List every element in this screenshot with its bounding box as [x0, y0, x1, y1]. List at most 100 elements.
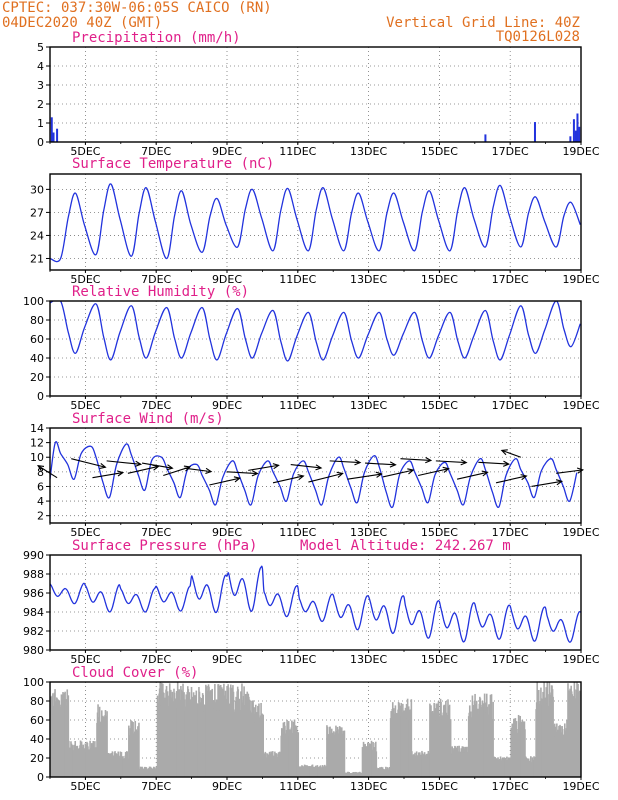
rh-xtick-label: 7DEC	[141, 399, 171, 412]
cloud-ytick-label: 40	[30, 733, 44, 746]
wind-vector	[329, 460, 361, 464]
wind-vector	[495, 475, 527, 484]
wind-ytick-label: 14	[30, 422, 44, 435]
wind-vector-head	[407, 468, 415, 475]
wind-ytick-label: 6	[37, 480, 44, 493]
wind-vector-head	[183, 465, 192, 472]
wind-vector	[501, 449, 522, 458]
wind-vector-head	[555, 479, 564, 486]
date-header: 04DEC2020 40Z (GMT)	[2, 15, 162, 31]
cloud-ytick-label: 80	[30, 695, 44, 708]
cloud-bar	[297, 732, 300, 777]
cloud-xtick-label: 13DEC	[350, 780, 387, 793]
temp-ytick-label: 27	[30, 206, 44, 219]
precip-title: Precipitation (mm/h)	[72, 30, 241, 46]
wind-vector	[127, 465, 159, 474]
wind-vector-head	[425, 457, 433, 464]
rh-xtick-label: 13DEC	[350, 399, 387, 412]
wind-vector	[478, 461, 509, 465]
cloud-bar	[343, 730, 346, 777]
pressure-annotation: Model Altitude: 242.267 m	[300, 538, 511, 554]
rh-ytick-label: 20	[30, 371, 44, 384]
wind-vector-head	[251, 470, 259, 477]
precip-bar	[572, 119, 575, 142]
temp-line	[50, 183, 581, 263]
wind-vector	[418, 468, 449, 477]
wind-vector-head	[576, 467, 585, 474]
wind-ytick-label: 4	[37, 495, 44, 508]
wind-xtick-label: 5DEC	[70, 526, 100, 539]
cloud-bar	[138, 722, 140, 777]
precip-xtick-label: 5DEC	[70, 145, 100, 158]
rh-line	[50, 301, 581, 362]
precip-bar	[574, 130, 577, 142]
wind-ytick-label: 8	[37, 466, 44, 479]
pressure-frame	[49, 554, 582, 651]
pressure-panel: Surface Pressure (hPa) Model Altitude: 24…	[23, 538, 600, 666]
wind-vector-head	[502, 460, 510, 467]
wind-vector-head	[481, 470, 489, 477]
precip-frame	[49, 46, 582, 143]
precip-xtick-label: 9DEC	[212, 145, 242, 158]
pressure-xtick-label: 13DEC	[350, 653, 387, 666]
cloud-xtick-label: 11DEC	[279, 780, 316, 793]
precip-bar	[569, 136, 572, 142]
cloud-xtick-label: 7DEC	[141, 780, 171, 793]
rh-xtick-label: 17DEC	[492, 399, 529, 412]
temp-ytick-label: 21	[30, 252, 44, 265]
wind-vector-head	[520, 474, 528, 481]
precip-xtick-label: 17DEC	[492, 145, 529, 158]
pressure-ytick-label: 986	[23, 587, 44, 600]
cloud-xtick-label: 9DEC	[212, 780, 242, 793]
precip-xtick-label: 19DEC	[562, 145, 599, 158]
wind-vector	[531, 480, 562, 488]
rh-panel: Relative Humidity (%) 0 20 40 60 80 100 5DEC 7DE…	[23, 284, 600, 412]
temp-frame	[49, 173, 582, 271]
temp-ytick-label: 24	[30, 229, 44, 242]
pressure-ytick-label: 990	[23, 549, 44, 562]
precip-ytick-label: 1	[37, 117, 44, 130]
cloud-xtick-label: 19DEC	[562, 780, 599, 793]
rh-ytick-label: 60	[30, 333, 44, 346]
wind-vector-head	[336, 471, 344, 478]
cloud-bar	[524, 729, 526, 777]
station-header: CPTEC: 037:30W-06:05S CAICO (RN)	[2, 0, 272, 16]
wind-vector-head	[205, 467, 213, 475]
pressure-ytick-label: 980	[23, 644, 44, 657]
wind-vector	[71, 458, 106, 468]
cloud-bar	[410, 699, 413, 777]
temp-xtick-label: 11DEC	[279, 273, 316, 286]
rh-ytick-label: 0	[37, 390, 44, 403]
wind-vector-head	[442, 466, 450, 473]
wind-vector	[400, 458, 431, 461]
precip-ytick-label: 4	[37, 60, 44, 73]
wind-vector	[226, 471, 258, 475]
rh-ytick-label: 40	[30, 352, 44, 365]
precip-ytick-label: 0	[37, 136, 44, 149]
precip-ytick-label: 2	[37, 98, 44, 111]
wind-xtick-label: 9DEC	[212, 526, 242, 539]
wind-frame	[49, 427, 582, 524]
wind-vector	[556, 469, 583, 474]
precip-bar	[52, 132, 55, 142]
wind-vector	[290, 463, 322, 469]
rh-xtick-label: 11DEC	[279, 399, 316, 412]
wind-xtick-label: 7DEC	[141, 526, 171, 539]
wind-vector	[184, 467, 212, 473]
rh-xtick-label: 15DEC	[421, 399, 458, 412]
temp-xtick-label: 19DEC	[562, 273, 599, 286]
pressure-xtick-label: 17DEC	[492, 653, 529, 666]
wind-vector	[308, 472, 343, 483]
pressure-xtick-label: 9DEC	[212, 653, 242, 666]
wind-vector-head	[375, 471, 383, 478]
wind-vector	[92, 472, 123, 479]
pressure-line	[50, 565, 581, 643]
rh-frame	[49, 300, 582, 397]
temp-xtick-label: 9DEC	[212, 273, 242, 286]
precip-ytick-label: 3	[37, 79, 44, 92]
pressure-xtick-label: 19DEC	[562, 653, 599, 666]
cloud-ytick-label: 20	[30, 752, 44, 765]
wind-title: Surface Wind (m/s)	[72, 411, 224, 427]
